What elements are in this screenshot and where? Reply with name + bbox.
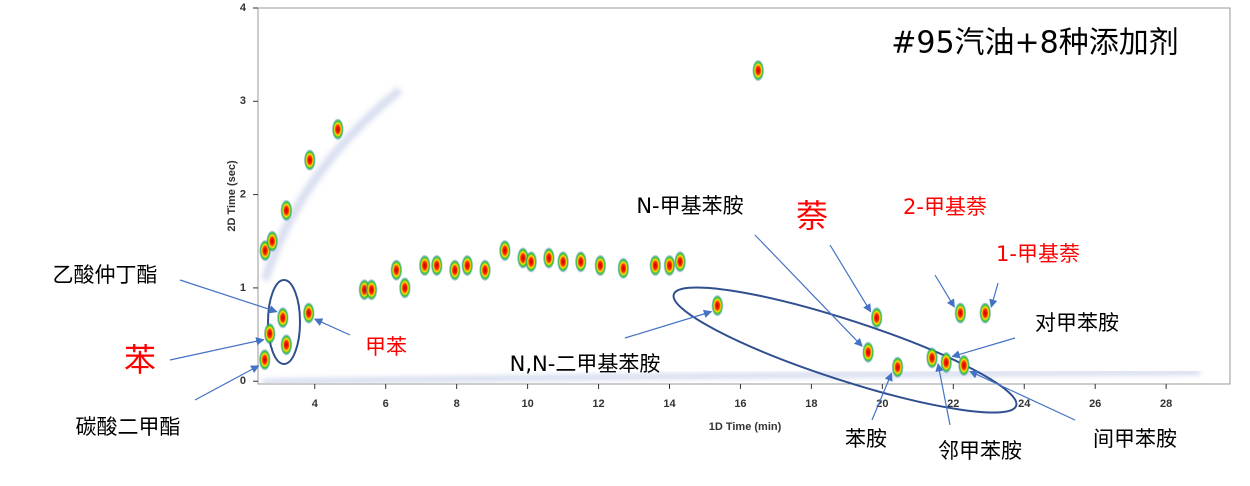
- peak: [557, 250, 570, 273]
- annotation-arrow: [951, 337, 1016, 359]
- peak: [649, 254, 662, 277]
- peak: [957, 354, 970, 377]
- highlight-ellipse: [672, 286, 1018, 414]
- peak: [266, 230, 279, 253]
- annotation-label: 间甲苯胺: [1093, 427, 1177, 451]
- peak: [979, 302, 992, 325]
- x-tick-label: 16: [734, 398, 746, 410]
- y-tick-label: 2: [240, 189, 246, 201]
- peak: [280, 199, 293, 222]
- peak: [594, 254, 607, 277]
- y-axis-title: 2D Time (sec): [226, 160, 238, 232]
- peak: [926, 346, 939, 369]
- peak: [862, 341, 875, 364]
- x-tick-label: 26: [1089, 398, 1101, 410]
- annotation-label: 碳酸二甲酯: [76, 415, 181, 439]
- annotation-label: N-甲基苯胺: [636, 194, 743, 218]
- early-smear: [261, 86, 403, 282]
- peak: [398, 276, 411, 299]
- peak: [542, 247, 555, 270]
- x-tick-label: 4: [312, 398, 319, 410]
- peak: [674, 250, 687, 273]
- annotation-arrow: [935, 363, 951, 426]
- x-tick-label: 28: [1160, 398, 1172, 410]
- annotation-label: 苯胺: [845, 427, 887, 451]
- peak: [303, 149, 316, 172]
- annotation-arrow: [934, 274, 955, 308]
- peak: [891, 356, 904, 379]
- x-tick-label: 6: [383, 398, 389, 410]
- annotation-label: 萘: [796, 197, 828, 235]
- peak: [418, 254, 431, 277]
- annotation-label: 2-甲基萘: [903, 195, 987, 219]
- peak: [940, 351, 953, 374]
- annotation-arrow: [179, 279, 278, 314]
- peak: [525, 250, 538, 273]
- chart-title: #95汽油+8种添加剂: [891, 26, 1179, 61]
- annotation-arrow: [829, 244, 872, 313]
- peak: [711, 294, 724, 317]
- y-tick-label: 4: [240, 2, 247, 14]
- x-tick-label: 12: [592, 398, 604, 410]
- x-tick-label: 14: [663, 398, 676, 410]
- x-tick-label: 10: [521, 398, 533, 410]
- annotation-label: 邻甲苯胺: [938, 439, 1022, 463]
- peak: [302, 302, 315, 325]
- x-axis-title: 1D Time (min): [709, 421, 782, 433]
- peak: [479, 259, 492, 282]
- peak: [263, 322, 276, 345]
- peak: [954, 302, 967, 325]
- peak: [461, 254, 474, 277]
- peak: [331, 118, 344, 141]
- highlight-ellipse: [267, 279, 301, 365]
- annotation-label: 乙酸仲丁酯: [53, 263, 158, 287]
- x-tick-label: 22: [947, 398, 959, 410]
- annotation-arrow: [624, 309, 713, 339]
- baseline-smear: [261, 370, 1201, 384]
- annotation-label: 苯: [124, 341, 156, 379]
- y-tick-label: 1: [240, 282, 246, 294]
- peak: [574, 250, 587, 273]
- annotation-label: N,N-二甲基苯胺: [510, 352, 661, 376]
- annotation-arrow: [989, 282, 999, 308]
- annotation-arrow: [871, 372, 893, 421]
- peak: [870, 306, 883, 329]
- peak: [617, 257, 630, 280]
- annotation-arrow: [313, 318, 351, 336]
- peak: [280, 333, 293, 356]
- annotation-arrow: [194, 365, 260, 401]
- peak: [258, 348, 271, 371]
- y-tick-label: 3: [240, 95, 246, 107]
- x-tick-label: 24: [1018, 398, 1031, 410]
- peak: [448, 259, 461, 282]
- annotation-label: 1-甲基萘: [996, 242, 1080, 266]
- peak: [430, 254, 443, 277]
- plot-area: [257, 7, 1231, 385]
- y-tick-label: 0: [240, 375, 246, 387]
- x-tick-label: 8: [454, 398, 460, 410]
- peak: [498, 239, 511, 262]
- annotation-arrow: [969, 370, 1076, 421]
- annotation-label: 甲苯: [365, 335, 407, 359]
- annotation-label: 对甲苯胺: [1035, 311, 1119, 335]
- x-tick-label: 20: [876, 398, 888, 410]
- peak: [365, 278, 378, 301]
- peak: [390, 259, 403, 282]
- peak: [663, 254, 676, 277]
- annotation-arrow: [169, 337, 265, 361]
- x-tick-label: 18: [805, 398, 817, 410]
- peak: [276, 306, 289, 329]
- annotation-arrow: [754, 234, 863, 347]
- peak: [752, 59, 765, 82]
